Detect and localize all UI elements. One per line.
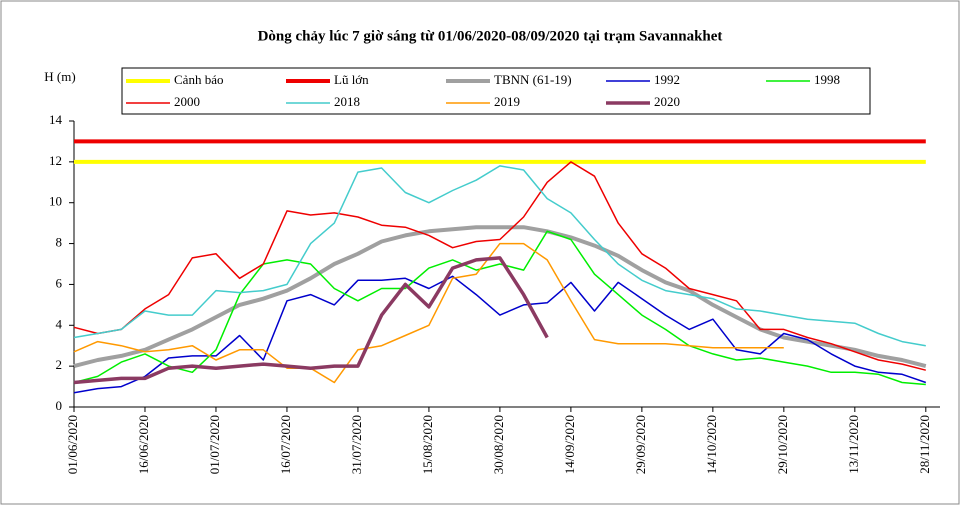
y-tick-label: 0	[56, 398, 63, 413]
legend-label: 2018	[334, 94, 360, 109]
y-tick-label: 10	[49, 194, 62, 209]
series-line	[73, 225, 927, 369]
x-tick-label: 16/07/2020	[278, 415, 293, 474]
x-tick-label: 01/06/2020	[65, 415, 80, 474]
x-tick-label: 31/07/2020	[349, 415, 364, 474]
legend-label: TBNN (61-19)	[494, 72, 572, 87]
legend-box	[121, 67, 871, 115]
y-tick-label: 4	[56, 316, 63, 331]
x-tick-label: 15/08/2020	[420, 415, 435, 474]
y-tick-label: 8	[56, 235, 63, 250]
legend-label: 1992	[654, 72, 680, 87]
y-tick-label: 14	[49, 112, 63, 127]
x-tick-label: 28/11/2020	[917, 415, 932, 474]
y-tick-label: 12	[49, 153, 62, 168]
y-tick-label: 2	[56, 357, 63, 372]
x-tick-label: 13/11/2020	[846, 415, 861, 474]
series-line	[73, 275, 927, 394]
x-tick-label: 29/09/2020	[633, 415, 648, 474]
y-tick-label: 6	[56, 275, 63, 290]
series-line	[73, 242, 784, 384]
legend-label: 1998	[814, 72, 840, 87]
legend-label: 2000	[174, 94, 200, 109]
x-tick-label: 14/09/2020	[562, 415, 577, 474]
legend-label: Cảnh báo	[174, 72, 223, 87]
series-line	[73, 165, 926, 347]
x-tick-label: 29/10/2020	[775, 415, 790, 474]
series-line	[73, 256, 549, 385]
chart-title: Dòng chảy lúc 7 giờ sáng từ 01/06/2020-0…	[258, 28, 723, 44]
series-line	[73, 230, 926, 386]
legend-label: 2019	[494, 94, 520, 109]
x-tick-label: 16/06/2020	[136, 415, 151, 474]
series-line	[73, 161, 926, 371]
x-tick-label: 01/07/2020	[207, 415, 222, 474]
y-axis-label: H (m)	[44, 69, 75, 84]
x-tick-label: 30/08/2020	[491, 415, 506, 474]
legend-label: Lũ lớn	[334, 72, 369, 87]
x-tick-label: 14/10/2020	[704, 415, 719, 474]
legend-label: 2020	[654, 94, 680, 109]
